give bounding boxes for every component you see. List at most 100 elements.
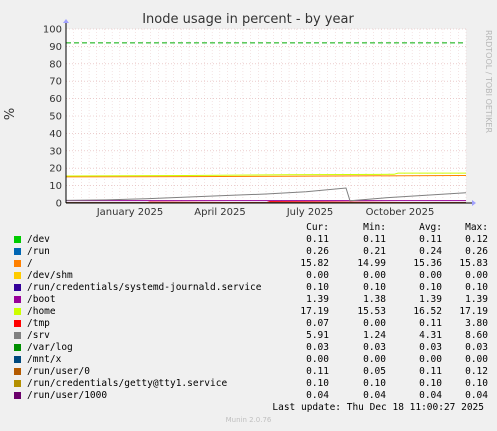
legend-cur-value: 0.10 bbox=[306, 378, 329, 389]
y-tick-label: 70 bbox=[49, 77, 62, 88]
legend-avg-value: 1.39 bbox=[419, 294, 442, 305]
legend-swatch bbox=[14, 284, 21, 291]
legend-min-value: 1.24 bbox=[363, 330, 386, 341]
series-line bbox=[65, 187, 467, 202]
legend-series-name: /srv bbox=[27, 330, 50, 341]
legend-swatch bbox=[14, 392, 21, 399]
legend-avg-value: 0.00 bbox=[419, 354, 442, 365]
legend-cur-value: 17.19 bbox=[300, 306, 329, 317]
series-line bbox=[65, 175, 466, 178]
legend-cur-value: 0.26 bbox=[306, 246, 329, 257]
series-line bbox=[65, 172, 466, 177]
legend-series-name: /run/user/1000 bbox=[27, 390, 108, 401]
legend-row: /boot 1.39 1.38 1.39 1.39 bbox=[14, 294, 488, 306]
x-axis-arrow bbox=[472, 200, 476, 206]
legend-max-value: 0.10 bbox=[465, 282, 488, 293]
legend-swatch bbox=[14, 356, 21, 363]
legend-series-name: /tmp bbox=[27, 318, 50, 329]
legend-rows: /dev 0.11 0.11 0.11 0.12/run 0.26 0.21 0.24 0.26… bbox=[14, 234, 488, 402]
y-tick-label: 40 bbox=[49, 129, 62, 140]
legend-max-value: 0.04 bbox=[465, 390, 488, 401]
legend-max-value: 0.12 bbox=[465, 366, 488, 377]
legend-row: /tmp 0.07 0.00 0.11 3.80 bbox=[14, 318, 488, 330]
legend-max-value: 15.83 bbox=[459, 258, 488, 269]
legend-min-value: 0.03 bbox=[363, 342, 386, 353]
legend-swatch bbox=[14, 368, 21, 375]
header-min: Min: bbox=[363, 222, 386, 233]
legend-max-value: 0.00 bbox=[465, 354, 488, 365]
legend-min-value: 0.11 bbox=[363, 234, 386, 245]
legend-min-value: 0.00 bbox=[363, 270, 386, 281]
legend-swatch bbox=[14, 344, 21, 351]
chart-title: Inode usage in percent - by year bbox=[142, 12, 354, 27]
legend-series-name: /mnt/x bbox=[27, 354, 62, 365]
legend-avg-value: 15.36 bbox=[413, 258, 442, 269]
legend-max-value: 0.00 bbox=[465, 270, 488, 281]
x-ticks: January 2025 April 2025 July 2025 October 2… bbox=[96, 207, 435, 218]
legend-row: /run/credentials/systemd-journald.servic… bbox=[14, 282, 488, 294]
legend-cur-value: 0.00 bbox=[306, 270, 329, 281]
legend-series-name: /run/user/0 bbox=[27, 366, 90, 377]
legend-avg-value: 4.31 bbox=[419, 330, 442, 341]
y-axis-arrow bbox=[63, 19, 69, 23]
legend-row: /mnt/x 0.00 0.00 0.00 0.00 bbox=[14, 354, 488, 366]
legend-swatch bbox=[14, 272, 21, 279]
legend-series-name: /run bbox=[27, 246, 50, 257]
legend-cur-value: 15.82 bbox=[300, 258, 329, 269]
legend-swatch bbox=[14, 260, 21, 267]
legend-swatch bbox=[14, 320, 21, 327]
y-tick-label: 80 bbox=[49, 59, 62, 70]
legend-min-value: 0.00 bbox=[363, 354, 386, 365]
legend-min-value: 0.10 bbox=[363, 282, 386, 293]
legend-cur-value: 0.11 bbox=[306, 234, 329, 245]
x-tick-label: January 2025 bbox=[96, 207, 164, 218]
y-ticks: 0 10 20 30 40 50 60 70 80 90 100 bbox=[43, 25, 62, 210]
legend-header: Cur: Min: Avg: Max: bbox=[14, 222, 488, 234]
legend-row: / 15.82 14.99 15.36 15.83 bbox=[14, 258, 488, 270]
legend-max-value: 0.12 bbox=[465, 234, 488, 245]
x-tick-label: July 2025 bbox=[286, 207, 334, 218]
legend-series-name: /run/credentials/systemd-journald.servic… bbox=[27, 282, 262, 293]
legend-avg-value: 0.10 bbox=[419, 282, 442, 293]
y-tick-label: 90 bbox=[49, 42, 62, 53]
y-tick-label: 60 bbox=[49, 94, 62, 105]
legend-swatch bbox=[14, 236, 21, 243]
x-tick-label: October 2025 bbox=[366, 207, 435, 218]
inode-chart: Inode usage in percent - by year % RRDTO… bbox=[3, 12, 493, 218]
legend-series-name: /dev bbox=[27, 234, 50, 245]
legend-row: /home 17.19 15.53 16.52 17.19 bbox=[14, 306, 488, 318]
legend-row: /var/log 0.03 0.03 0.03 0.03 bbox=[14, 342, 488, 354]
legend-avg-value: 0.11 bbox=[419, 234, 442, 245]
header-cur: Cur: bbox=[306, 222, 329, 233]
legend-max-value: 0.10 bbox=[465, 378, 488, 389]
legend-cur-value: 0.10 bbox=[306, 282, 329, 293]
legend-row: /dev/shm 0.00 0.00 0.00 0.00 bbox=[14, 270, 488, 282]
munin-version: Munin 2.0.76 bbox=[225, 416, 272, 424]
legend-max-value: 3.80 bbox=[465, 318, 488, 329]
header-avg: Avg: bbox=[419, 222, 442, 233]
legend-series-name: / bbox=[27, 258, 33, 269]
legend-series-name: /run/credentials/getty@tty1.service bbox=[27, 378, 228, 389]
legend-row: /run/user/0 0.11 0.05 0.11 0.12 bbox=[14, 366, 488, 378]
header-max: Max: bbox=[465, 222, 488, 233]
last-update: Last update: Thu Dec 18 11:00:27 2025 bbox=[272, 402, 484, 413]
legend-swatch bbox=[14, 296, 21, 303]
legend-series-name: /home bbox=[27, 306, 56, 317]
legend-series-name: /dev/shm bbox=[27, 270, 73, 281]
grid bbox=[65, 28, 467, 204]
legend-swatch bbox=[14, 380, 21, 387]
legend-cur-value: 0.04 bbox=[306, 390, 329, 401]
y-tick-label: 10 bbox=[49, 181, 62, 192]
legend-min-value: 14.99 bbox=[357, 258, 386, 269]
legend-avg-value: 0.24 bbox=[419, 246, 442, 257]
legend-avg-value: 0.10 bbox=[419, 378, 442, 389]
legend-series-name: /boot bbox=[27, 294, 56, 305]
legend-min-value: 0.10 bbox=[363, 378, 386, 389]
legend-row: /dev 0.11 0.11 0.11 0.12 bbox=[14, 234, 488, 246]
legend-cur-value: 1.39 bbox=[306, 294, 329, 305]
legend-row: /run 0.26 0.21 0.24 0.26 bbox=[14, 246, 488, 258]
legend-swatch bbox=[14, 332, 21, 339]
y-tick-label: 30 bbox=[49, 146, 62, 157]
legend-series-name: /var/log bbox=[27, 342, 73, 353]
legend-cur-value: 0.11 bbox=[306, 366, 329, 377]
